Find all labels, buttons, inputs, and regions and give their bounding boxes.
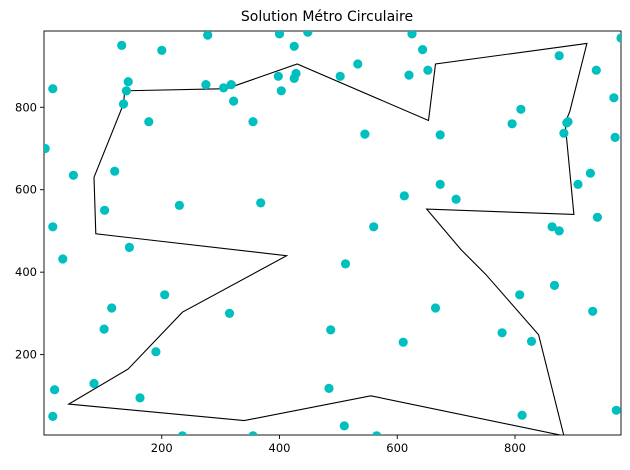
x-tick-label-400: 400 [269, 441, 291, 455]
data-point-28 [229, 96, 239, 106]
plot-area-frame [43, 30, 622, 436]
data-point-23 [201, 80, 211, 90]
data-point-16 [135, 393, 145, 403]
data-point-69 [573, 179, 583, 189]
data-point-54 [435, 130, 445, 140]
data-point-21 [174, 200, 184, 210]
y-axis-ticks: 200 400 600 800 [15, 100, 44, 362]
data-point-60 [516, 104, 526, 114]
data-point-27 [226, 80, 236, 90]
data-point-32 [273, 71, 283, 81]
data-point-79 [423, 65, 433, 75]
data-point-46 [369, 222, 379, 232]
data-point-75 [610, 132, 620, 142]
data-point-66 [554, 226, 564, 236]
data-point-5 [58, 254, 68, 264]
data-point-73 [592, 212, 603, 222]
x-axis-ticks: 200 400 600 800 [151, 435, 526, 455]
data-point-13 [121, 86, 131, 96]
data-point-76 [611, 405, 621, 415]
data-point-3 [50, 385, 60, 395]
data-point-63 [547, 222, 557, 232]
data-point-44 [353, 59, 363, 69]
data-point-48 [398, 337, 408, 347]
data-point-65 [554, 51, 564, 61]
data-point-10 [107, 303, 117, 313]
route-layer [66, 42, 588, 435]
data-point-43 [340, 259, 351, 269]
x-tick-label-800: 800 [504, 441, 526, 455]
data-point-47 [372, 431, 382, 435]
x-tick-label-200: 200 [151, 441, 173, 455]
data-point-1 [48, 84, 58, 94]
data-point-25 [219, 83, 229, 93]
data-point-17 [144, 117, 154, 127]
data-point-35 [289, 41, 299, 51]
data-point-72 [591, 65, 601, 75]
data-point-15 [124, 242, 134, 252]
data-point-71 [588, 306, 598, 316]
data-point-8 [99, 324, 109, 334]
data-point-64 [549, 280, 560, 290]
data-point-20 [160, 290, 170, 300]
data-point-50 [404, 70, 414, 80]
data-point-51 [407, 31, 417, 39]
point-layer [44, 31, 621, 435]
data-point-49 [399, 191, 409, 201]
route-line [66, 42, 588, 435]
data-point-4 [48, 411, 58, 421]
data-point-31 [256, 198, 266, 208]
data-point-53 [430, 303, 441, 313]
data-point-70 [585, 168, 596, 178]
data-point-37 [291, 68, 301, 79]
data-point-57 [497, 328, 507, 338]
data-point-80 [562, 118, 572, 128]
data-point-40 [326, 325, 336, 335]
data-point-24 [203, 31, 213, 40]
data-point-6 [68, 170, 78, 180]
x-tick-label-600: 600 [386, 441, 408, 455]
data-point-56 [451, 194, 461, 204]
data-point-77 [616, 33, 621, 43]
data-point-59 [515, 290, 525, 300]
y-tick-label-600: 600 [15, 183, 37, 197]
data-point-58 [507, 119, 517, 129]
data-point-14 [123, 77, 133, 87]
data-point-12 [117, 40, 127, 51]
y-tick-label-400: 400 [15, 265, 37, 279]
data-point-39 [324, 383, 334, 393]
data-point-52 [418, 45, 428, 55]
data-point-55 [435, 179, 445, 189]
data-point-19 [157, 45, 167, 56]
data-point-38 [303, 31, 313, 37]
data-point-62 [526, 336, 537, 346]
y-tick-label-200: 200 [15, 348, 37, 362]
data-point-74 [609, 93, 619, 103]
data-point-11 [110, 166, 120, 176]
data-point-45 [360, 129, 370, 139]
data-point-78 [118, 99, 129, 109]
data-point-34 [276, 86, 286, 96]
data-point-18 [151, 347, 161, 357]
data-point-61 [517, 410, 527, 420]
data-point-42 [339, 421, 349, 431]
data-point-29 [248, 431, 258, 435]
data-point-41 [335, 71, 345, 81]
data-point-9 [100, 205, 110, 215]
data-point-26 [224, 308, 235, 318]
data-point-30 [248, 117, 258, 127]
data-point-22 [177, 431, 187, 435]
data-point-7 [89, 378, 99, 389]
data-point-33 [274, 31, 285, 39]
data-point-2 [48, 222, 58, 232]
chart-title: Solution Métro Circulaire [241, 9, 413, 25]
data-point-0 [44, 143, 50, 154]
data-point-67 [559, 128, 569, 138]
y-tick-label-800: 800 [15, 100, 37, 114]
